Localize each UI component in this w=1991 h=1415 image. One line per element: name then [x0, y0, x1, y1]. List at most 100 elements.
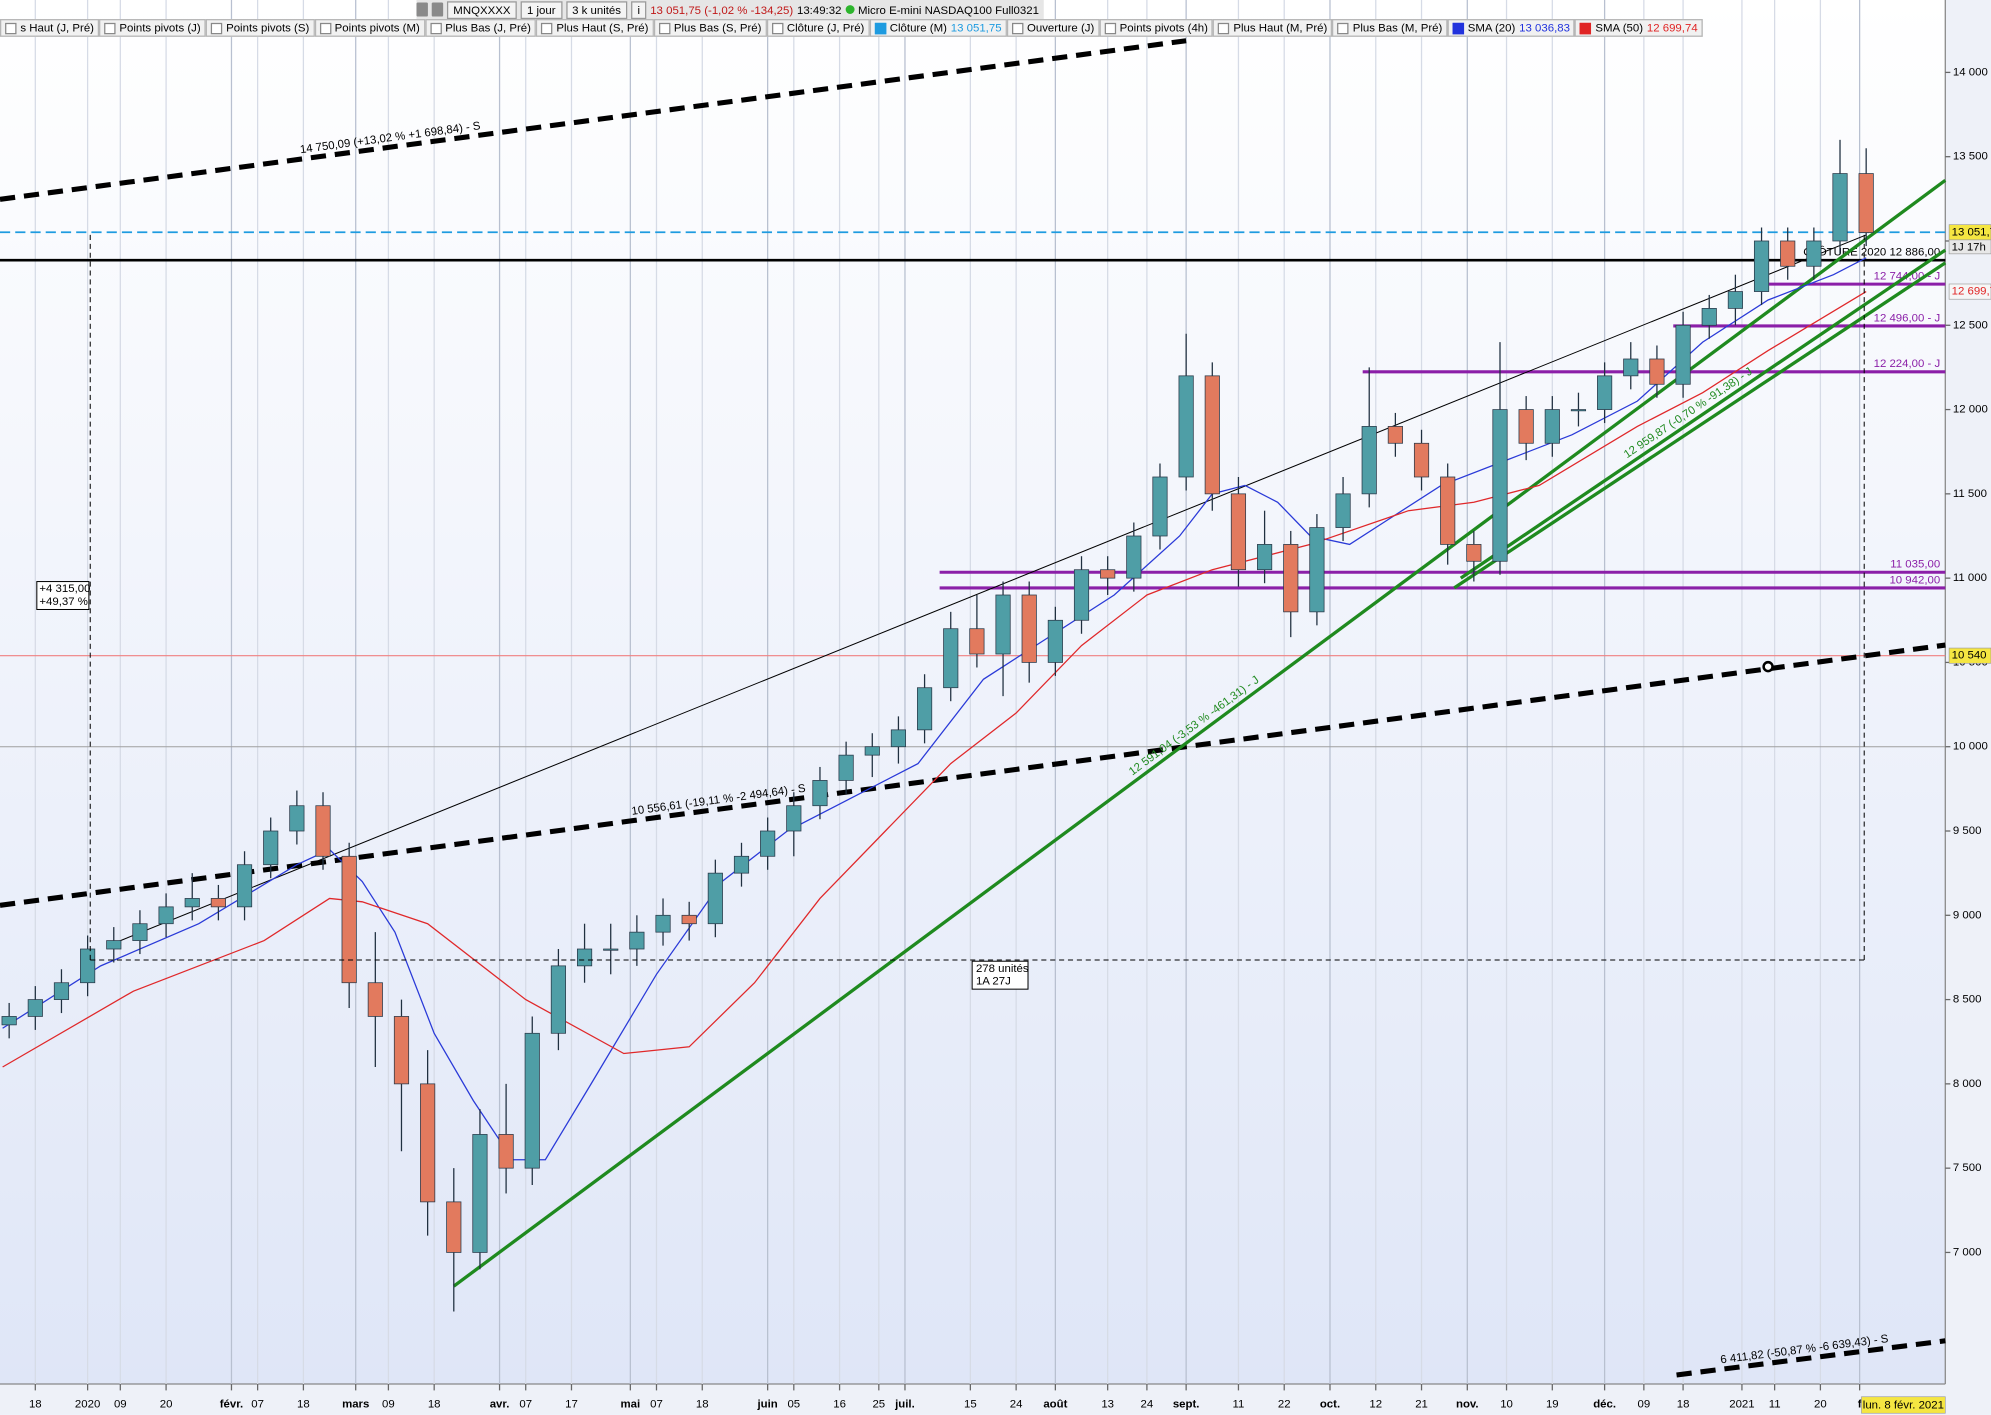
candle-body	[969, 628, 985, 655]
checkbox[interactable]	[319, 22, 331, 34]
legend-item[interactable]: Clôture (J, Pré)	[766, 19, 870, 37]
x-tick-label: 12	[1369, 1398, 1382, 1410]
candle-body	[1204, 375, 1220, 495]
quote: 13 051,75 (-1,02 % -134,25)	[650, 3, 794, 16]
checkbox[interactable]	[771, 22, 784, 34]
checkbox[interactable]	[210, 22, 223, 34]
candle-body	[289, 805, 305, 832]
measure-pct: +49,37 %	[39, 596, 88, 608]
x-tick-label: 07	[251, 1398, 264, 1410]
candle-body	[1, 1016, 17, 1026]
candle-body	[236, 864, 253, 908]
legend-item[interactable]: s Haut (J, Pré)	[0, 19, 100, 37]
icon[interactable]	[416, 2, 428, 17]
x-tick-label: 18	[1677, 1398, 1690, 1410]
legend-item[interactable]: Plus Haut (S, Pré)	[536, 19, 654, 37]
legend-item[interactable]: Points pivots (S)	[205, 19, 315, 37]
legend-label: Points pivots (M)	[334, 21, 420, 35]
candle-body	[158, 906, 174, 925]
measure-change: +4 315,00	[39, 583, 90, 595]
x-tick-label: 07	[650, 1398, 663, 1410]
x-tick-label: 09	[114, 1398, 127, 1410]
x-tick-label: nov.	[1456, 1398, 1479, 1410]
legend-label: Clôture (M)	[889, 21, 947, 35]
legend-label: Points pivots (S)	[226, 21, 310, 35]
candle-body	[53, 982, 70, 1000]
legend-label: Plus Haut (S, Pré)	[556, 21, 649, 35]
x-tick-label: févr.	[220, 1398, 243, 1410]
candle-body	[1701, 308, 1717, 326]
checkbox[interactable]	[1104, 22, 1116, 34]
legend-item[interactable]: Plus Haut (M, Pré)	[1213, 19, 1333, 37]
legend-label: Plus Haut (M, Pré)	[1233, 21, 1328, 35]
info[interactable]: i	[631, 0, 647, 19]
y-tick-label: 8 000	[1953, 1078, 1982, 1090]
units[interactable]: 3 k unités	[565, 0, 628, 19]
candle-body	[864, 746, 880, 756]
checkbox[interactable]	[1011, 22, 1024, 34]
x-tick-label: 20	[1814, 1398, 1827, 1410]
level-label: 10 942,00	[1889, 574, 1940, 586]
x-tick-label: déc.	[1593, 1398, 1616, 1410]
candle-body	[1518, 409, 1534, 444]
candle-body	[1126, 535, 1142, 579]
checkbox[interactable]	[658, 22, 671, 34]
legend-item[interactable]: Plus Bas (S, Pré)	[653, 19, 767, 37]
legend-item[interactable]: Points pivots (J)	[99, 19, 206, 37]
x-tick-label: 25	[872, 1398, 885, 1410]
legend-item[interactable]: SMA (50) 12 699,74	[1575, 19, 1703, 37]
legend-item[interactable]: Points pivots (4h)	[1099, 19, 1214, 37]
symbol[interactable]: MNQXXXX	[446, 0, 517, 19]
x-tick-label: sept.	[1173, 1398, 1200, 1410]
candle-body	[1387, 426, 1403, 444]
time: 13:49:32	[796, 3, 842, 16]
candle-body	[524, 1032, 540, 1169]
legend-item[interactable]: SMA (20) 13 036,83	[1447, 19, 1576, 37]
x-tick-label: 15	[964, 1398, 977, 1410]
x-tick-label: 21	[1415, 1398, 1428, 1410]
checkbox[interactable]	[1218, 22, 1230, 34]
checkbox[interactable]	[1452, 22, 1464, 34]
checkbox[interactable]	[1580, 22, 1592, 34]
countdown-box	[1948, 239, 1991, 255]
y-tick-label: 13 500	[1953, 151, 1988, 163]
checkbox[interactable]	[104, 22, 116, 34]
legend-item[interactable]: Clôture (M) 13 051,75	[869, 19, 1007, 37]
checkbox[interactable]	[541, 22, 553, 34]
candle-body	[367, 982, 383, 1017]
price-tag-label: 10 540	[1952, 650, 1987, 662]
checkbox[interactable]	[429, 22, 442, 34]
x-tick-label: mars	[342, 1398, 369, 1410]
price-tag-label: 13 051,7	[1952, 226, 1991, 238]
legend-label: Ouverture (J)	[1026, 21, 1095, 35]
legend-item[interactable]: Points pivots (M)	[314, 19, 425, 37]
x-tick-label: 09	[1638, 1398, 1651, 1410]
candle-body	[1597, 375, 1613, 410]
x-tick-label: 18	[29, 1398, 42, 1410]
candle-body	[315, 805, 331, 857]
checkbox[interactable]	[1337, 22, 1349, 34]
countdown: 1J 17h	[1952, 242, 1986, 254]
candle-body	[1492, 409, 1508, 562]
marker	[1762, 660, 1774, 673]
checkbox[interactable]	[5, 22, 17, 34]
x-tick-label: 24	[1010, 1398, 1023, 1410]
legend-value: 13 051,75	[950, 21, 1002, 35]
legend-label: Plus Bas (M, Pré)	[1352, 21, 1443, 35]
icon[interactable]	[431, 2, 444, 17]
candle-body	[1753, 240, 1770, 292]
checkbox[interactable]	[874, 22, 886, 34]
candle-body	[1100, 569, 1116, 579]
x-tick-label: avr.	[490, 1398, 510, 1410]
y-tick-label: 14 000	[1953, 66, 1988, 78]
legend-item[interactable]: Ouverture (J)	[1006, 19, 1100, 37]
interval[interactable]: 1 jour	[520, 0, 562, 19]
x-tick-label: 10	[1500, 1398, 1513, 1410]
legend-item[interactable]: Plus Bas (M, Pré)	[1332, 19, 1448, 37]
candle-body	[603, 948, 619, 951]
price-tag	[1948, 283, 1991, 300]
legend-label: Plus Bas (S, Pré)	[673, 21, 762, 35]
legend-label: Points pivots (4h)	[1119, 21, 1208, 35]
legend-item[interactable]: Plus Bas (J, Pré)	[424, 19, 537, 37]
